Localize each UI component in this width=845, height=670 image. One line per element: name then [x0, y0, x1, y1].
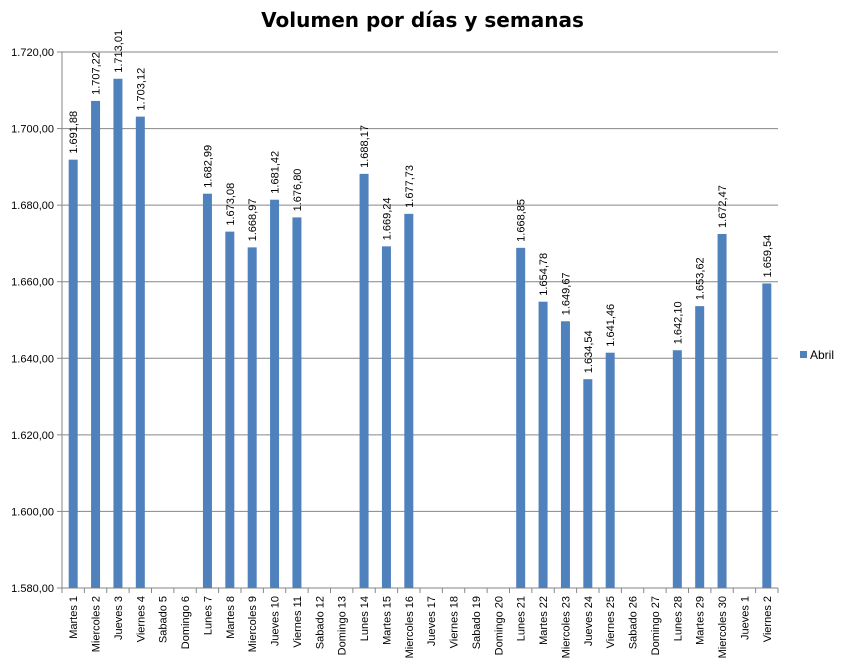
- bar: [359, 173, 369, 588]
- bar: [538, 301, 548, 588]
- y-tick-label: 1.620,00: [11, 430, 54, 442]
- x-tick-label: Sabado 12: [314, 596, 326, 649]
- data-label: 1.669,24: [381, 198, 393, 241]
- data-label: 1.654,78: [538, 253, 550, 296]
- x-tick-labels: Martes 1 Miercoles 2 Jueves 3 Viernes 4 Saba…: [68, 596, 774, 658]
- x-tick-label: Viernes 25: [605, 596, 617, 648]
- data-label: 1.688,17: [359, 125, 371, 168]
- x-tick-label: Viernes 18: [449, 596, 461, 648]
- bar: [672, 350, 682, 588]
- x-tick-label: Lunes 21: [516, 596, 528, 641]
- legend-swatch: [800, 351, 807, 358]
- x-tick-label: Martes 8: [225, 596, 237, 639]
- y-tick-label: 1.680,00: [11, 200, 54, 212]
- x-tick-label: Viernes 11: [292, 596, 304, 648]
- x-tick-label: Lunes 28: [672, 596, 684, 641]
- legend: Abril: [800, 348, 834, 362]
- data-label: 1.682,99: [202, 145, 214, 188]
- data-label: 1.673,08: [225, 183, 237, 226]
- x-tick-label: Martes 22: [538, 596, 550, 645]
- x-tick-label: Domingo 13: [337, 596, 349, 655]
- bar: [247, 247, 257, 588]
- data-label: 1.681,42: [270, 151, 282, 194]
- x-tick-label: Jueves 10: [270, 596, 282, 646]
- y-tick-label: 1.660,00: [11, 277, 54, 289]
- y-tick-label: 1.580,00: [11, 583, 54, 595]
- data-label: 1.642,10: [672, 301, 684, 344]
- x-tick-label: Sabado 19: [471, 596, 483, 649]
- y-tick-label: 1.700,00: [11, 124, 54, 136]
- data-label: 1.668,97: [247, 199, 259, 242]
- x-tick-label: Domingo 27: [650, 596, 662, 655]
- x-tick-label: Sabado 26: [628, 596, 640, 649]
- x-tick-label: Miercoles 23: [560, 596, 572, 658]
- data-label: 1.634,54: [583, 330, 595, 373]
- data-label: 1.691,88: [68, 111, 80, 154]
- x-tick-label: Sabado 5: [158, 596, 170, 643]
- x-tick-label: Miercoles 16: [404, 596, 416, 658]
- bar: [91, 100, 101, 589]
- x-tick-label: Martes 29: [695, 596, 707, 645]
- bar: [225, 231, 235, 588]
- data-label: 1.668,85: [516, 199, 528, 242]
- bar: [202, 193, 212, 588]
- bar: [695, 306, 705, 588]
- x-tick-label: Miercoles 2: [91, 596, 103, 652]
- x-tick-label: Jueves 24: [583, 596, 595, 646]
- data-label: 1.659,54: [762, 235, 774, 278]
- data-label: 1.649,67: [560, 272, 572, 315]
- x-tick-label: Martes 15: [381, 596, 393, 645]
- x-tick-label: Miercoles 9: [247, 596, 259, 652]
- legend-label: Abril: [810, 348, 834, 362]
- x-tick-label: Jueves 1: [739, 596, 751, 640]
- bars: [68, 78, 772, 589]
- x-tick-label: Viernes 2: [762, 596, 774, 642]
- data-label: 1.713,01: [113, 30, 125, 73]
- x-tick-label: Jueves 17: [426, 596, 438, 646]
- x-tick-label: Domingo 6: [180, 596, 192, 649]
- x-tick-label: Domingo 20: [493, 596, 505, 655]
- bar: [516, 247, 526, 588]
- data-label: 1.653,62: [695, 257, 707, 300]
- data-label: 1.641,46: [605, 304, 617, 347]
- data-label: 1.676,80: [292, 169, 304, 212]
- data-label: 1.672,47: [717, 185, 729, 228]
- bar: [583, 379, 593, 588]
- x-tick-label: Lunes 14: [359, 596, 371, 641]
- bar: [68, 159, 78, 588]
- data-labels: 1.691,88 1.707,22 1.713,01 1.703,12 1.682,99…: [68, 30, 774, 373]
- x-tick-label: Viernes 4: [135, 596, 147, 642]
- y-tick-label: 1.640,00: [11, 353, 54, 365]
- gridlines: [62, 51, 778, 589]
- y-tick-label: 1.600,00: [11, 506, 54, 518]
- bar: [560, 321, 570, 588]
- chart-title: Volumen por días y semanas: [261, 8, 584, 32]
- x-tick-label: Lunes 7: [202, 596, 214, 635]
- bar: [113, 78, 123, 588]
- x-tick-label: Miercoles 30: [717, 596, 729, 658]
- data-label: 1.703,12: [135, 68, 147, 111]
- y-tick-labels: 1.580,00 1.600,00 1.620,00 1.640,00 1.660,00…: [11, 47, 54, 595]
- bar: [605, 352, 615, 588]
- bar: [292, 217, 302, 588]
- x-tick-label: Jueves 3: [113, 596, 125, 640]
- axes: [57, 51, 779, 593]
- bar: [404, 213, 414, 588]
- data-label: 1.677,73: [404, 165, 416, 208]
- bar: [762, 283, 772, 588]
- bar: [270, 199, 280, 588]
- bar: [381, 246, 391, 588]
- bar: [717, 233, 727, 589]
- data-label: 1.707,22: [91, 52, 103, 95]
- y-tick-label: 1.720,00: [11, 47, 54, 59]
- bar: [135, 116, 145, 589]
- x-tick-label: Martes 1: [68, 596, 80, 639]
